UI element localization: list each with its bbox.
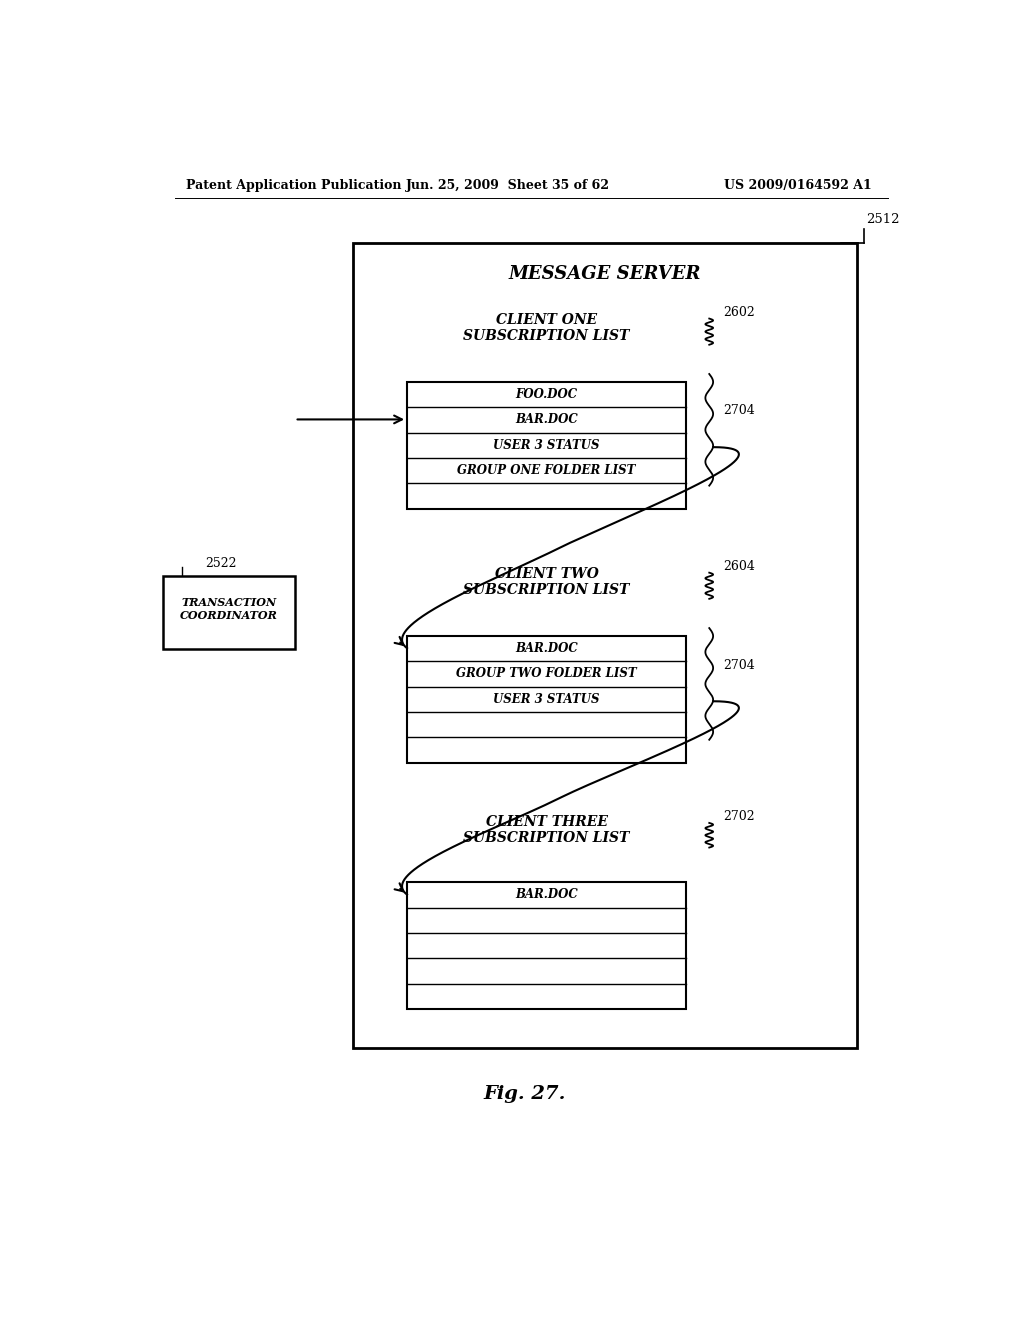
Text: Patent Application Publication: Patent Application Publication (186, 178, 401, 191)
Text: USER 3 STATUS: USER 3 STATUS (494, 438, 600, 451)
Text: BAR.DOC: BAR.DOC (515, 413, 578, 426)
Text: GROUP TWO FOLDER LIST: GROUP TWO FOLDER LIST (456, 668, 637, 680)
Text: CLIENT ONE
SUBSCRIPTION LIST: CLIENT ONE SUBSCRIPTION LIST (463, 313, 630, 343)
Text: GROUP ONE FOLDER LIST: GROUP ONE FOLDER LIST (458, 465, 636, 477)
Text: 2512: 2512 (866, 213, 900, 226)
Text: BAR.DOC: BAR.DOC (515, 888, 578, 902)
Bar (407, 636, 686, 763)
Bar (407, 381, 686, 508)
Text: CLIENT THREE
SUBSCRIPTION LIST: CLIENT THREE SUBSCRIPTION LIST (463, 814, 630, 845)
Bar (352, 243, 856, 1048)
Text: 2702: 2702 (723, 810, 755, 824)
Text: 2602: 2602 (723, 306, 755, 319)
Bar (163, 576, 295, 649)
Text: 2704: 2704 (723, 404, 755, 417)
Text: 2522: 2522 (206, 557, 237, 570)
Text: MESSAGE SERVER: MESSAGE SERVER (508, 264, 700, 282)
Text: Fig. 27.: Fig. 27. (483, 1085, 566, 1104)
Text: 2604: 2604 (723, 560, 755, 573)
Text: Jun. 25, 2009  Sheet 35 of 62: Jun. 25, 2009 Sheet 35 of 62 (406, 178, 609, 191)
Bar (407, 882, 686, 1010)
Text: US 2009/0164592 A1: US 2009/0164592 A1 (724, 178, 872, 191)
Text: USER 3 STATUS: USER 3 STATUS (494, 693, 600, 706)
Text: BAR.DOC: BAR.DOC (515, 642, 578, 655)
Text: 2704: 2704 (723, 659, 755, 672)
Text: FOO.DOC: FOO.DOC (515, 388, 578, 401)
Text: TRANSACTION
COORDINATOR: TRANSACTION COORDINATOR (180, 597, 278, 620)
Text: CLIENT TWO
SUBSCRIPTION LIST: CLIENT TWO SUBSCRIPTION LIST (463, 566, 630, 597)
